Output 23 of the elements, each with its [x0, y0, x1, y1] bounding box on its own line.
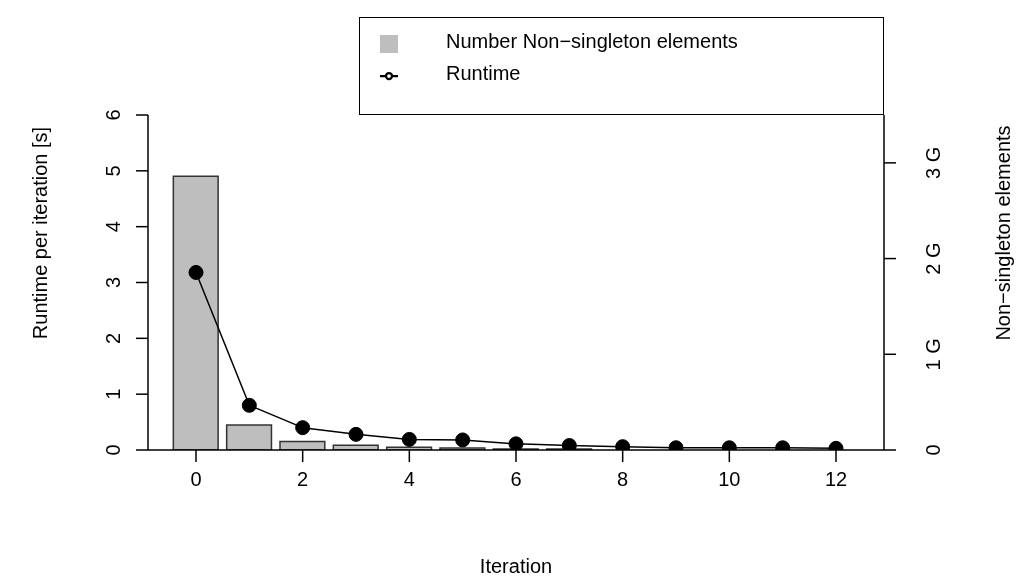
x-axis-title: Iteration	[479, 554, 553, 578]
y2-tick-label: 3 G	[922, 146, 944, 179]
x-tick-label: 0	[190, 468, 202, 490]
x-tick-label: 12	[824, 468, 848, 490]
x-tick-label: 2	[297, 468, 309, 490]
legend-label: Number Non−singleton elements	[446, 30, 738, 52]
y-tick-label: 0	[102, 444, 124, 456]
y2-tick-label: 0	[922, 444, 944, 456]
y2-tick-label: 2 G	[922, 242, 944, 275]
y2-tick-label: 1 G	[922, 338, 944, 371]
y2-axis-title: Non−singleton elements	[991, 125, 1015, 341]
y-axis-title: Runtime per iteration [s]	[28, 126, 52, 340]
y-tick-label: 3	[102, 276, 124, 289]
legend-label: Runtime	[446, 62, 521, 84]
x-tick-label: 6	[510, 468, 522, 490]
y-tick-label: 5	[102, 165, 124, 177]
x-tick-label: 10	[718, 468, 741, 490]
x-tick-label: 8	[617, 468, 629, 490]
y-tick-label: 2	[102, 332, 124, 344]
x-tick-label: 4	[403, 468, 415, 490]
y-tick-label: 1	[102, 388, 124, 400]
y-tick-label: 4	[102, 221, 124, 233]
y-tick-label: 6	[102, 109, 124, 121]
